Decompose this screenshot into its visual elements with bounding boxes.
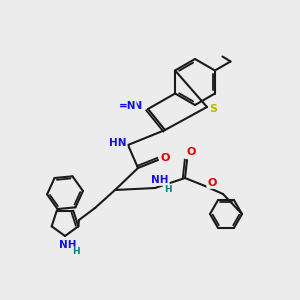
Text: =N: =N bbox=[118, 101, 136, 111]
Text: S: S bbox=[209, 104, 217, 114]
Text: H: H bbox=[72, 248, 80, 256]
Text: HN: HN bbox=[109, 138, 127, 148]
Text: H: H bbox=[164, 184, 172, 194]
Text: NH: NH bbox=[151, 175, 169, 185]
Text: O: O bbox=[186, 147, 196, 157]
Text: O: O bbox=[160, 153, 170, 163]
Text: NH: NH bbox=[59, 240, 77, 250]
Text: O: O bbox=[207, 178, 217, 188]
Text: N: N bbox=[134, 101, 142, 111]
